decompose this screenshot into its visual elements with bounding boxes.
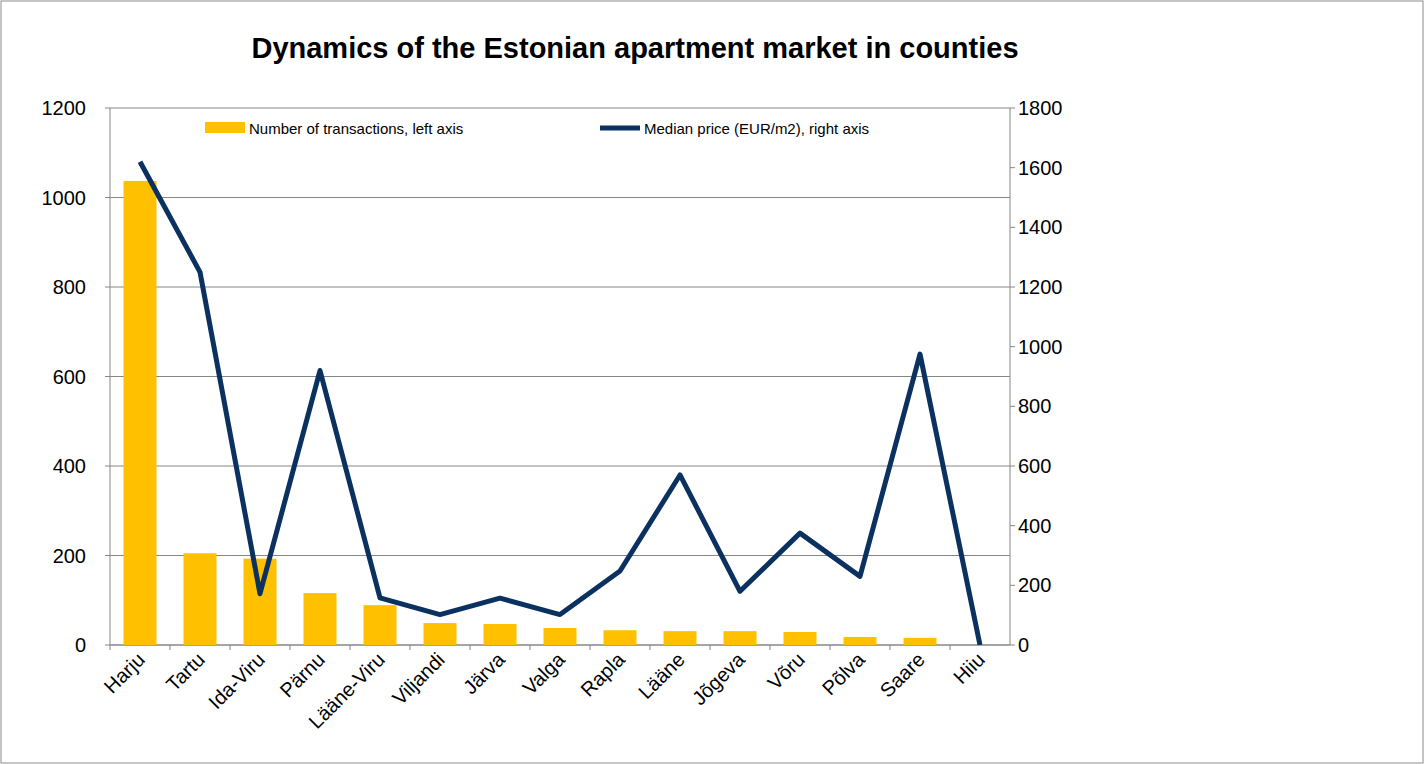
chart: Dynamics of the Estonian apartment marke… — [0, 0, 1424, 764]
tick-mark — [1010, 167, 1015, 168]
tick-mark — [105, 108, 110, 109]
grid-line — [110, 287, 1010, 288]
x-tick-mark — [890, 645, 891, 650]
x-tick-label: Lääne-Viru — [304, 648, 388, 732]
bar — [124, 181, 157, 645]
x-tick-label: Tartu — [162, 648, 209, 695]
legend-label: Median price (EUR/m2), right axis — [644, 120, 869, 137]
y2-tick-label: 0 — [1018, 634, 1029, 656]
bar — [184, 553, 217, 645]
x-tick-mark — [650, 645, 651, 650]
x-tick-label: Viljandi — [388, 648, 449, 709]
bar — [244, 559, 277, 645]
y2-tick-label: 1600 — [1018, 157, 1063, 179]
x-tick-label: Põlva — [818, 648, 870, 700]
x-tick-mark — [770, 645, 771, 650]
x-tick-label: Harju — [99, 648, 148, 697]
legend-label: Number of transactions, left axis — [249, 120, 463, 137]
y-axis-line — [110, 108, 111, 645]
x-tick-label: Järva — [459, 648, 510, 699]
bar — [904, 638, 937, 645]
tick-mark — [1010, 406, 1015, 407]
x-tick-label: Võru — [763, 648, 808, 693]
chart-border — [1, 1, 1423, 763]
x-tick-mark — [110, 645, 111, 650]
y2-tick-label: 800 — [1018, 395, 1051, 417]
y-tick-label: 200 — [53, 545, 86, 567]
tick-mark — [1010, 525, 1015, 526]
y-tick-label: 400 — [53, 455, 86, 477]
x-tick-label: Hiiu — [949, 648, 989, 688]
x-tick-mark — [590, 645, 591, 650]
tick-mark — [1010, 227, 1015, 228]
x-tick-mark — [410, 645, 411, 650]
title: Dynamics of the Estonian apartment marke… — [251, 32, 1018, 64]
tick-mark — [1010, 108, 1015, 109]
tick-mark — [105, 466, 110, 467]
x-tick-mark — [830, 645, 831, 650]
y2-tick-label: 1000 — [1018, 336, 1063, 358]
bar — [844, 637, 877, 645]
tick-mark — [105, 287, 110, 288]
x-tick-label: Ida-Viru — [204, 648, 269, 713]
x-tick-mark — [470, 645, 471, 650]
y2-tick-label: 200 — [1018, 574, 1051, 596]
x-tick-mark — [350, 645, 351, 650]
plot-area — [124, 162, 981, 645]
tick-mark — [1010, 466, 1015, 467]
grid-line — [110, 555, 1010, 556]
legend-swatch — [205, 122, 245, 133]
x-tick-mark — [710, 645, 711, 650]
x-tick-label: Pärnu — [276, 648, 329, 701]
x-tick-mark — [230, 645, 231, 650]
tick-mark — [1010, 287, 1015, 288]
bar — [424, 623, 457, 645]
bar — [784, 632, 817, 645]
tick-mark — [1010, 346, 1015, 347]
x-tick-label: Saare — [876, 648, 929, 701]
x-tick-mark — [530, 645, 531, 650]
y-tick-label: 800 — [53, 276, 86, 298]
y-tick-label: 0 — [75, 634, 86, 656]
x-tick-label: Lääne — [634, 648, 689, 703]
bar — [484, 624, 517, 645]
y2-tick-label: 600 — [1018, 455, 1051, 477]
tick-mark — [105, 197, 110, 198]
bar — [664, 631, 697, 645]
tick-mark — [105, 645, 110, 646]
y2-tick-label: 400 — [1018, 515, 1051, 537]
x-tick-mark — [170, 645, 171, 650]
y2-tick-label: 1800 — [1018, 97, 1063, 119]
x-tick-mark — [950, 645, 951, 650]
tick-mark — [105, 555, 110, 556]
bar — [724, 631, 757, 645]
x-tick-label: Rapla — [576, 648, 629, 701]
tick-mark — [1010, 585, 1015, 586]
bar — [364, 605, 397, 645]
y2-axis-line — [1010, 108, 1011, 645]
legend-swatch — [600, 126, 640, 131]
grid-line — [110, 466, 1010, 467]
grid-line — [110, 108, 1010, 109]
y2-tick-label: 1200 — [1018, 276, 1063, 298]
bar — [304, 593, 337, 645]
bar — [604, 630, 637, 645]
x-tick-mark — [290, 645, 291, 650]
x-tick-label: Jõgeva — [688, 648, 750, 710]
y2-tick-label: 1400 — [1018, 216, 1063, 238]
line — [140, 162, 980, 645]
grid-line — [110, 376, 1010, 377]
grid-line — [110, 197, 1010, 198]
y-tick-label: 1200 — [42, 97, 87, 119]
y-tick-label: 600 — [53, 366, 86, 388]
tick-mark — [1010, 645, 1015, 646]
x-tick-label: Valga — [518, 648, 569, 699]
bar — [544, 628, 577, 645]
y-tick-label: 1000 — [42, 187, 87, 209]
tick-mark — [105, 376, 110, 377]
